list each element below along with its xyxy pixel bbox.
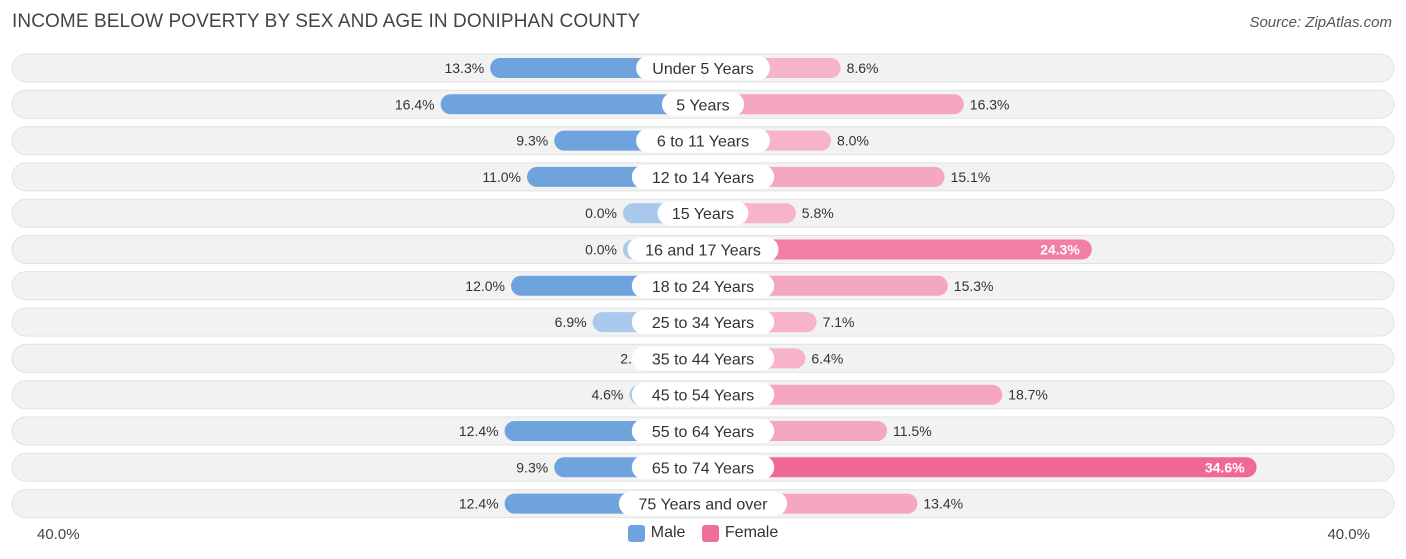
female-value-label: 24.3%: [1040, 242, 1080, 258]
category-pill: [657, 201, 749, 226]
male-value-label: 6.9%: [555, 314, 587, 330]
legend-item-male[interactable]: Male: [627, 524, 686, 542]
category-label: 15 Years: [672, 206, 734, 223]
category-pill: [631, 164, 775, 189]
male-value-label: 13.3%: [444, 60, 484, 76]
category-label: 35 to 44 Years: [652, 351, 754, 368]
category-label: 16 and 17 Years: [645, 243, 761, 260]
category-pill: [636, 128, 770, 153]
male-bar: [440, 94, 703, 115]
male-value-label: 12.0%: [465, 278, 505, 294]
female-value-label: 11.5%: [893, 423, 932, 439]
legend-swatch-female: [701, 524, 719, 542]
category-label: Under 5 Years: [652, 61, 753, 78]
female-value-label: 18.7%: [1008, 387, 1048, 403]
female-value-label: 8.6%: [847, 60, 879, 76]
female-value-label: 5.8%: [802, 205, 834, 221]
source-credit: Source: ZipAtlas.com: [1249, 14, 1392, 31]
category-pill: [661, 92, 745, 117]
category-pill: [618, 491, 788, 516]
category-pill: [631, 273, 775, 298]
category-label: 18 to 24 Years: [652, 279, 754, 296]
male-value-label: 0.0%: [585, 242, 617, 258]
category-label: 55 to 64 Years: [652, 424, 754, 441]
legend: Male Female: [0, 524, 1406, 547]
female-value-label: 7.1%: [823, 314, 855, 330]
legend-label-male: Male: [650, 524, 686, 541]
category-label: 12 to 14 Years: [652, 170, 754, 187]
female-value-label: 13.4%: [923, 496, 963, 512]
chart-title: INCOME BELOW POVERTY BY SEX AND AGE IN D…: [12, 11, 641, 32]
category-pill: [627, 237, 779, 262]
female-value-label: 8.0%: [837, 133, 869, 149]
axis-label-left: 40.0%: [37, 526, 80, 543]
male-value-label: 12.4%: [459, 423, 499, 439]
female-value-label: 15.3%: [954, 278, 994, 294]
category-pill: [631, 346, 775, 371]
female-bar: [703, 94, 964, 115]
male-value-label: 4.6%: [591, 387, 623, 403]
category-pill: [636, 56, 770, 80]
male-value-label: 16.4%: [395, 96, 435, 112]
category-label: 65 to 74 Years: [652, 460, 754, 477]
female-bar: [703, 239, 1092, 260]
legend-label-female: Female: [724, 524, 779, 541]
category-label: 5 Years: [676, 97, 729, 114]
female-value-label: 15.1%: [951, 169, 991, 185]
category-pill: [631, 419, 775, 443]
category-pill: [631, 455, 775, 480]
female-value-label: 34.6%: [1205, 459, 1245, 475]
male-value-label: 11.0%: [482, 169, 521, 185]
male-value-label: 12.4%: [459, 496, 499, 512]
female-value-label: 6.4%: [811, 350, 843, 366]
male-value-label: 0.0%: [585, 205, 617, 221]
category-pill: [631, 382, 775, 407]
female-bar: [703, 457, 1257, 478]
category-label: 6 to 11 Years: [657, 134, 749, 151]
female-bar: [703, 384, 1003, 405]
axis-label-right: 40.0%: [1327, 526, 1370, 543]
legend-item-female[interactable]: Female: [701, 524, 779, 542]
category-label: 75 Years and over: [639, 497, 769, 514]
male-value-label: 9.3%: [516, 133, 548, 149]
female-value-label: 16.3%: [970, 96, 1010, 112]
category-pill: [631, 310, 775, 335]
male-value-label: 9.3%: [516, 459, 548, 475]
legend-swatch-male: [627, 524, 645, 542]
category-label: 45 to 54 Years: [652, 388, 754, 405]
category-label: 25 to 34 Years: [652, 315, 754, 332]
